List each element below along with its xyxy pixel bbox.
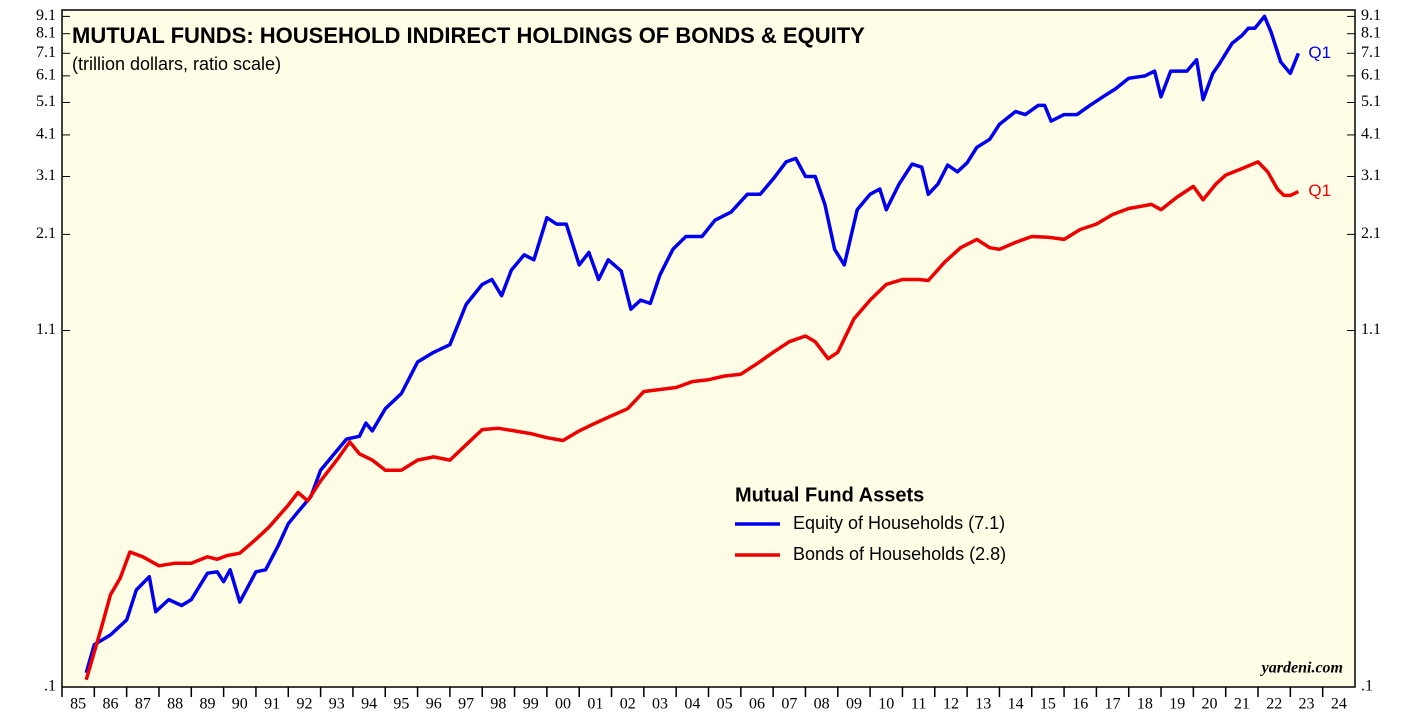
- y2-tick-label: 9.1: [1361, 7, 1381, 24]
- x-tick-label: 96: [426, 696, 442, 713]
- y-tick-label: 9.1: [36, 7, 56, 24]
- chart-title: MUTUAL FUNDS: HOUSEHOLD INDIRECT HOLDING…: [72, 23, 865, 48]
- y2-tick-label: 3.1: [1361, 167, 1381, 184]
- x-tick-label: 86: [102, 696, 118, 713]
- y2-tick-label: 2.1: [1361, 225, 1381, 242]
- x-tick-label: 03: [652, 696, 668, 713]
- x-tick-label: 14: [1008, 696, 1024, 713]
- x-tick-label: 87: [135, 696, 151, 713]
- source: yardeni.com: [1260, 660, 1343, 677]
- x-tick-label: 04: [684, 696, 700, 713]
- end-label: Q1: [1308, 181, 1331, 200]
- x-tick-label: 88: [167, 696, 183, 713]
- y-tick-label: 2.1: [36, 225, 56, 242]
- y-tick-label: 7.1: [36, 44, 56, 61]
- x-tick-label: 91: [264, 696, 280, 713]
- x-tick-label: 93: [329, 696, 345, 713]
- x-tick-label: 19: [1169, 696, 1185, 713]
- x-tick-label: 97: [458, 696, 474, 713]
- x-tick-label: 11: [911, 696, 926, 713]
- x-tick-label: 95: [393, 696, 409, 713]
- y-tick-label: 1.1: [36, 321, 56, 338]
- series-line: [84, 14, 1301, 674]
- plot-area: [61, 9, 1356, 688]
- y-tick-label: 6.1: [36, 67, 56, 84]
- chart-subtitle: (trillion dollars, ratio scale): [72, 54, 281, 74]
- x-tick-label: 05: [717, 696, 733, 713]
- x-tick-label: 20: [1202, 696, 1218, 713]
- x-tick-label: 21: [1234, 696, 1250, 713]
- x-tick-label: 10: [878, 696, 894, 713]
- x-tick-label: 22: [1266, 696, 1282, 713]
- x-tick-label: 90: [232, 696, 248, 713]
- x-tick-label: 00: [555, 696, 571, 713]
- end-label: Q1: [1308, 43, 1331, 62]
- y2-tick-label: 8.1: [1361, 24, 1381, 41]
- y-tick-label: 4.1: [36, 126, 56, 143]
- y-tick-label: 8.1: [36, 24, 56, 41]
- x-tick-label: 85: [70, 696, 86, 713]
- x-tick-label: 98: [490, 696, 506, 713]
- x-tick-label: 07: [781, 696, 797, 713]
- x-tick-label: 94: [361, 696, 377, 713]
- y-tick-label: .1: [44, 678, 56, 695]
- x-tick-label: 06: [749, 696, 765, 713]
- x-tick-label: 17: [1105, 696, 1121, 713]
- y2-tick-label: 5.1: [1361, 93, 1381, 110]
- legend-title: Mutual Fund Assets: [735, 484, 924, 506]
- x-tick-label: 08: [814, 696, 830, 713]
- legend-label: Bonds of Households (2.8): [793, 544, 1006, 564]
- legend-label: Equity of Households (7.1): [793, 513, 1005, 533]
- x-tick-label: 23: [1299, 696, 1315, 713]
- x-tick-label: 02: [620, 696, 636, 713]
- series-line: [84, 160, 1300, 681]
- x-tick-label: 89: [199, 696, 215, 713]
- x-tick-label: 16: [1072, 696, 1088, 713]
- x-tick-label: 01: [587, 696, 603, 713]
- x-tick-label: 92: [296, 696, 312, 713]
- y2-tick-label: 6.1: [1361, 67, 1381, 84]
- x-tick-label: 13: [975, 696, 991, 713]
- x-tick-label: 15: [1040, 696, 1056, 713]
- x-tick-label: 09: [846, 696, 862, 713]
- y2-tick-label: .1: [1361, 678, 1373, 695]
- x-tick-label: 18: [1137, 696, 1153, 713]
- x-tick-label: 99: [523, 696, 539, 713]
- y2-tick-label: 1.1: [1361, 321, 1381, 338]
- y2-tick-label: 7.1: [1361, 44, 1381, 61]
- y-tick-label: 3.1: [36, 167, 56, 184]
- y2-tick-label: 4.1: [1361, 126, 1381, 143]
- y-tick-label: 5.1: [36, 93, 56, 110]
- x-tick-label: 24: [1331, 696, 1347, 713]
- x-tick-label: 12: [943, 696, 959, 713]
